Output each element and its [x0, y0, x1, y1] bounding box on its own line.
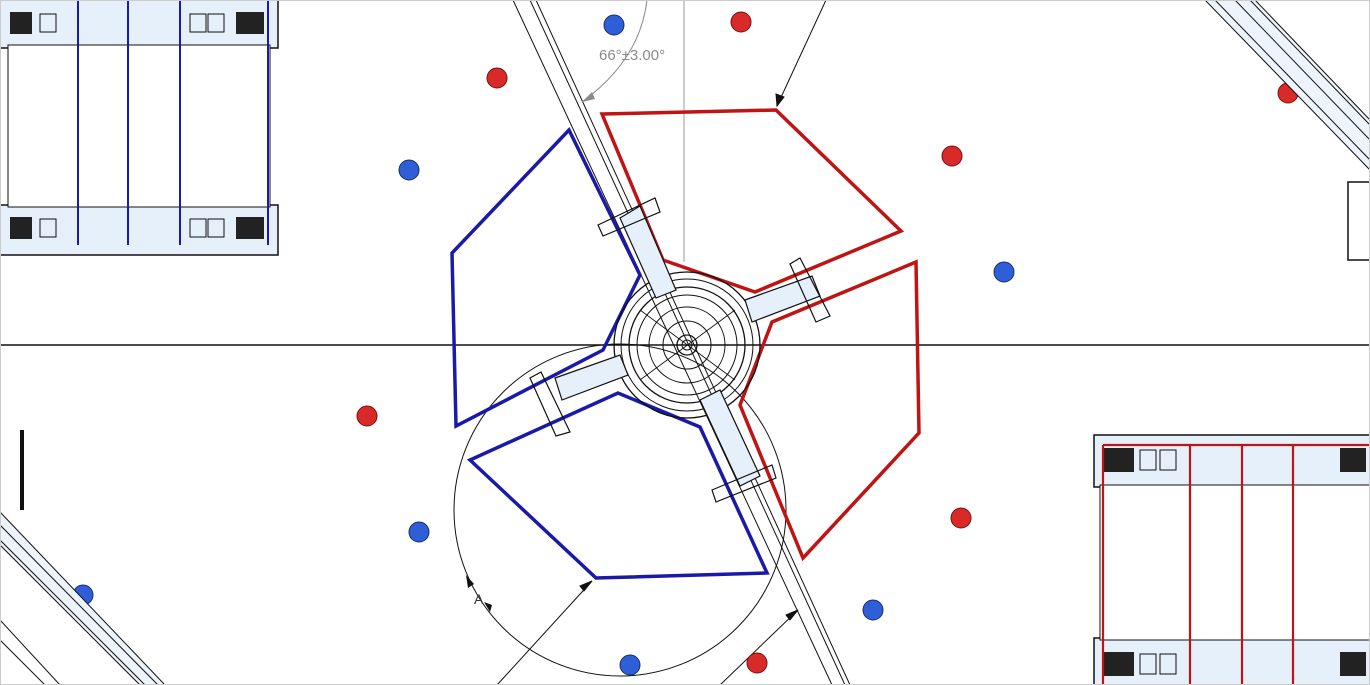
- blue-ball: [408, 521, 430, 543]
- red-ball: [950, 507, 972, 529]
- left-marker-bar: [20, 430, 24, 510]
- angle-dimension-label: 66°±3.00°: [599, 47, 665, 64]
- red-ball: [730, 11, 752, 33]
- blue-ball: [398, 159, 420, 181]
- hub-arms: [529, 197, 831, 503]
- hub-arm-lower: [699, 389, 761, 487]
- diagonal-rail: [512, 0, 851, 685]
- blue-zones: [450, 126, 770, 580]
- ramp-top-right: [1204, 0, 1370, 261]
- leader-lines: [496, 0, 827, 685]
- central-hub: [613, 271, 761, 419]
- red-zone-right: [738, 259, 921, 562]
- red-ball: [486, 67, 508, 89]
- hub-arm-upper: [619, 205, 677, 299]
- blue-zone-left: [450, 126, 642, 429]
- angle-dimension: 66°±3.00°: [581, 0, 665, 103]
- blue-ball: [603, 14, 625, 36]
- red-base-frame: [1093, 434, 1370, 685]
- blue-ball: [993, 261, 1015, 283]
- red-ball: [746, 652, 768, 674]
- hub-arm-left: [554, 354, 629, 401]
- red-ball: [941, 145, 963, 167]
- red-balls: [356, 11, 1299, 674]
- section-circle: A: [453, 343, 787, 677]
- blue-balls: [72, 14, 1015, 676]
- ramp-bottom-left: [0, 511, 166, 685]
- hub-arm-right: [744, 275, 821, 323]
- red-ball: [356, 405, 378, 427]
- section-label: A: [474, 591, 484, 607]
- blue-ball: [862, 599, 884, 621]
- blue-base-frame: [0, 0, 279, 256]
- blue-zone-bottom: [466, 391, 770, 580]
- blue-ball: [619, 654, 641, 676]
